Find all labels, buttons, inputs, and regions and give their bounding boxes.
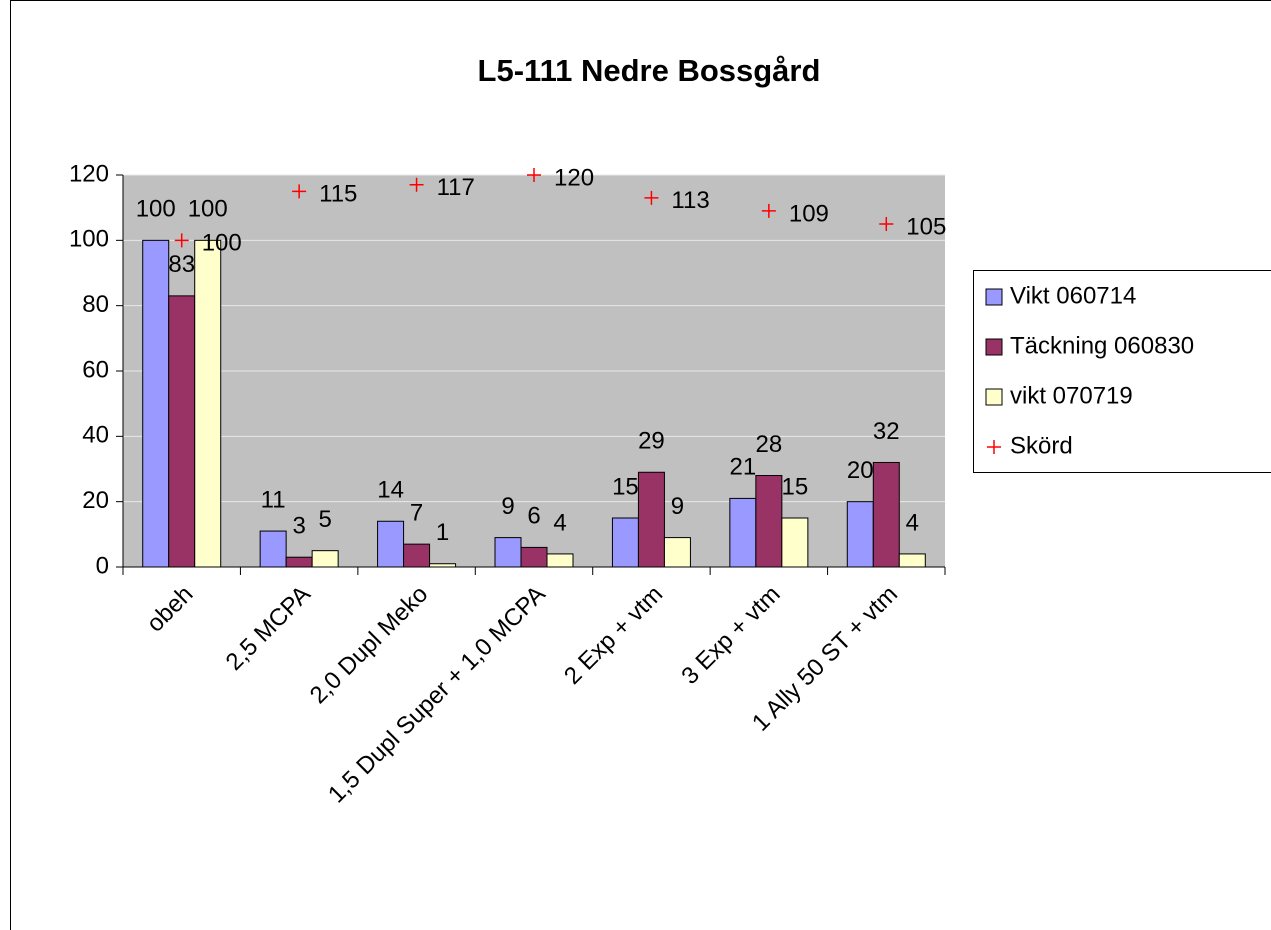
data-label: 120 bbox=[554, 164, 594, 191]
bar bbox=[729, 497, 757, 568]
bar bbox=[637, 471, 665, 568]
data-label: 11 bbox=[261, 486, 286, 513]
data-label: 15 bbox=[782, 473, 809, 500]
legend-swatch bbox=[985, 338, 1003, 356]
bar bbox=[663, 537, 691, 568]
scatter-point bbox=[292, 184, 307, 199]
scatter-point bbox=[879, 217, 894, 231]
legend-label: vikt 070719 bbox=[1010, 382, 1133, 409]
legend-label: Skörd bbox=[1010, 432, 1073, 459]
y-tick-label: 20 bbox=[82, 487, 109, 514]
data-label: 100 bbox=[202, 230, 242, 257]
scatter-point bbox=[409, 177, 424, 192]
bar bbox=[781, 517, 809, 568]
bar bbox=[846, 501, 874, 568]
legend-box bbox=[973, 270, 1271, 473]
data-label: 15 bbox=[612, 473, 639, 500]
data-label: 83 bbox=[168, 251, 195, 278]
data-label: 29 bbox=[638, 428, 665, 455]
legend-swatch bbox=[985, 288, 1003, 306]
bar bbox=[546, 553, 574, 568]
y-tick-label: 120 bbox=[69, 160, 109, 187]
y-tick-label: 60 bbox=[82, 356, 109, 383]
data-label: 117 bbox=[437, 174, 475, 201]
scatter-point bbox=[527, 168, 541, 182]
bar bbox=[872, 461, 900, 568]
data-label: 4 bbox=[906, 509, 919, 536]
scatter-point bbox=[644, 190, 659, 205]
bar bbox=[142, 239, 170, 568]
scatter-point bbox=[761, 203, 776, 218]
data-label: 20 bbox=[847, 457, 874, 484]
bar bbox=[611, 517, 639, 568]
bar bbox=[494, 537, 522, 568]
data-label: 100 bbox=[136, 196, 176, 223]
data-label: 9 bbox=[501, 493, 514, 520]
y-tick-label: 100 bbox=[69, 226, 109, 253]
legend-label: Täckning 060830 bbox=[1010, 332, 1194, 359]
data-label: 32 bbox=[873, 418, 900, 445]
chart-title: L5-111 Nedre Bossgård bbox=[478, 53, 821, 88]
data-label: 4 bbox=[553, 509, 566, 536]
data-label: 28 bbox=[756, 431, 783, 458]
scatter-point bbox=[174, 233, 189, 248]
y-tick-label: 80 bbox=[82, 291, 109, 318]
legend-swatch bbox=[985, 388, 1003, 406]
data-label: 21 bbox=[730, 454, 757, 481]
bar bbox=[311, 550, 339, 568]
data-label: 113 bbox=[671, 187, 709, 214]
bar bbox=[285, 556, 313, 568]
legend-swatch bbox=[987, 440, 1001, 454]
data-label: 14 bbox=[377, 477, 404, 504]
data-label: 105 bbox=[906, 213, 946, 240]
data-label: 100 bbox=[188, 196, 228, 223]
data-label: 5 bbox=[318, 506, 331, 533]
bar bbox=[194, 239, 222, 568]
bar bbox=[403, 543, 431, 568]
y-tick-label: 40 bbox=[82, 422, 109, 449]
data-label: 3 bbox=[292, 513, 305, 540]
bar bbox=[168, 295, 196, 568]
y-tick-label: 0 bbox=[96, 552, 109, 579]
bar bbox=[755, 475, 783, 568]
bar bbox=[377, 520, 405, 568]
data-label: 6 bbox=[527, 503, 540, 530]
data-label: 115 bbox=[319, 181, 357, 208]
data-label: 1 bbox=[436, 519, 449, 546]
data-label: 109 bbox=[789, 200, 829, 227]
bar bbox=[259, 530, 287, 568]
data-label: 7 bbox=[410, 499, 423, 526]
bar bbox=[520, 546, 548, 568]
legend-label: Vikt 060714 bbox=[1010, 282, 1136, 309]
data-label: 9 bbox=[671, 493, 684, 520]
bar bbox=[898, 553, 926, 568]
